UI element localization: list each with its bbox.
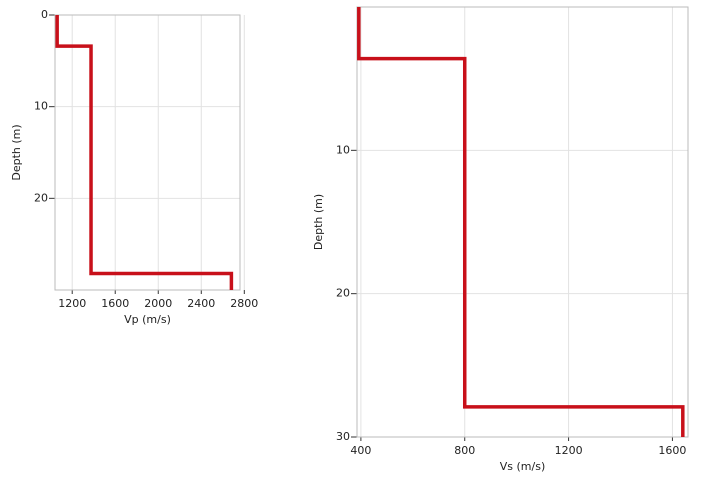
plot-frame	[54, 14, 241, 291]
y-tick-label: 30	[336, 430, 350, 443]
y-tick-label: 20	[336, 287, 350, 300]
x-tick-label: 1200	[58, 297, 86, 310]
x-tick-label: 2000	[144, 297, 172, 310]
subplot: 1200 1600 2000 2400 2800 0 10 20 Vp (m/s) Depth (…	[10, 8, 258, 326]
x-tick-label: 1600	[101, 297, 129, 310]
line-series	[357, 7, 685, 437]
y-axis-label: Depth (m)	[10, 124, 23, 180]
x-tick-label: 2400	[187, 297, 215, 310]
subplot: 400 800 1200 1600 10 20 30 Vs (m/s) Depth (m)	[312, 6, 689, 473]
x-axis-label: Vp (m/s)	[124, 313, 171, 326]
x-tick-label: 400	[350, 444, 371, 457]
x-tick-label: 1600	[658, 444, 686, 457]
y-tick-label: 10	[34, 100, 48, 113]
line-series	[55, 15, 234, 290]
y-tick-label: 20	[34, 191, 48, 204]
y-axis-label: Depth (m)	[312, 194, 325, 250]
x-tick-label: 2800	[230, 297, 258, 310]
x-tick-label: 1200	[555, 444, 583, 457]
x-axis-label: Vs (m/s)	[500, 460, 546, 473]
plot-frame	[356, 6, 689, 438]
y-tick-label: 0	[41, 8, 48, 21]
x-tick-label: 800	[454, 444, 475, 457]
y-tick-label: 10	[336, 143, 350, 156]
